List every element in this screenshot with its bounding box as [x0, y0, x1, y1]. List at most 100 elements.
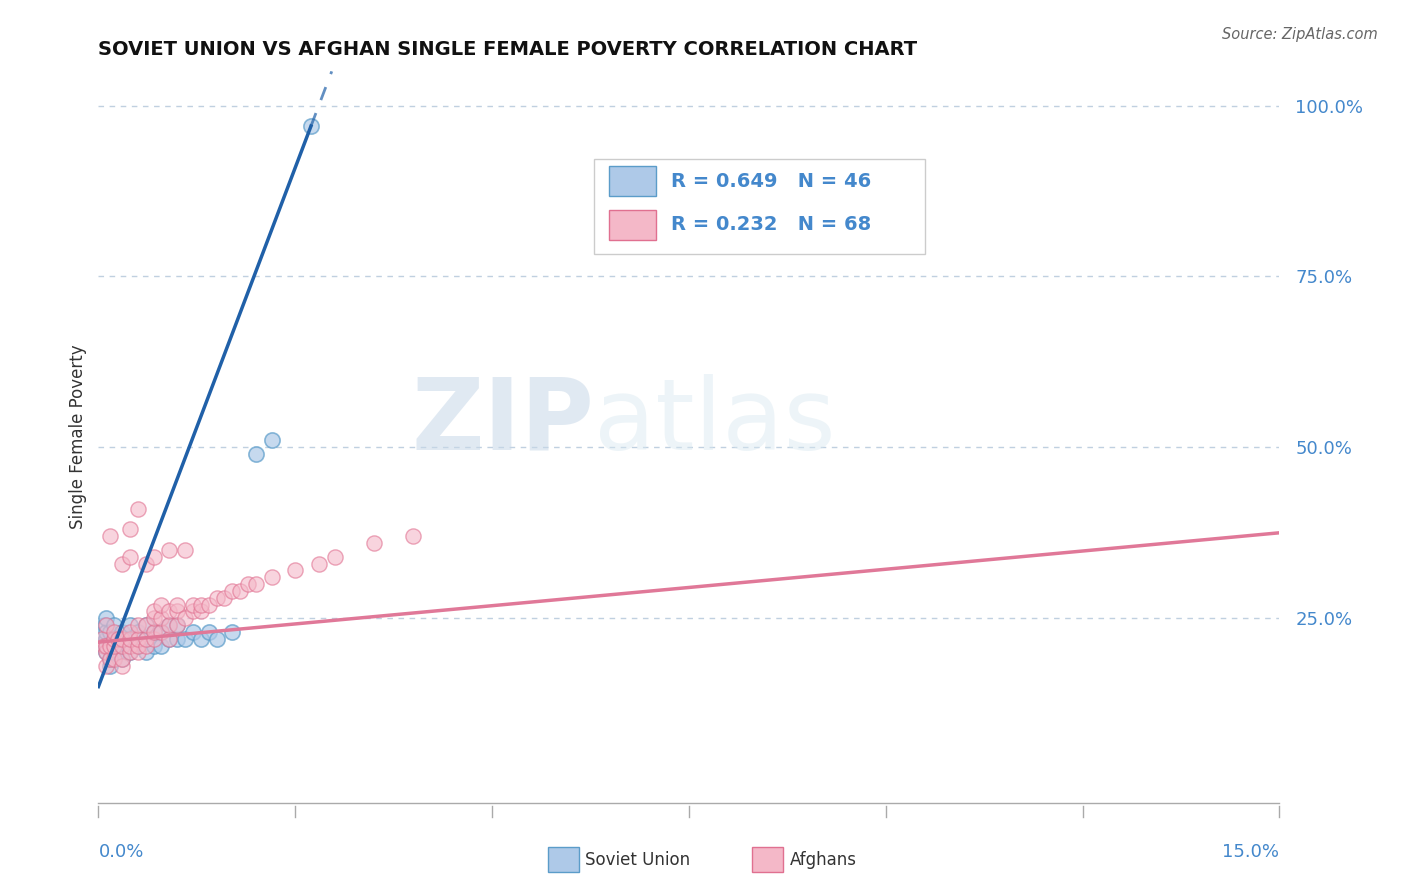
Point — [205, 591, 228, 605]
Text: R = 0.232   N = 68: R = 0.232 N = 68 — [671, 216, 872, 235]
Point — [118, 645, 141, 659]
Point — [111, 639, 134, 653]
Point — [174, 632, 197, 646]
Point — [157, 632, 180, 646]
Point — [118, 639, 141, 653]
Point — [363, 536, 385, 550]
Point — [157, 542, 180, 557]
FancyBboxPatch shape — [595, 159, 925, 254]
Point — [150, 598, 173, 612]
Point — [135, 618, 157, 632]
Point — [299, 119, 322, 133]
Point — [150, 639, 173, 653]
Text: 0.0%: 0.0% — [98, 843, 143, 861]
Text: SOVIET UNION VS AFGHAN SINGLE FEMALE POVERTY CORRELATION CHART: SOVIET UNION VS AFGHAN SINGLE FEMALE POV… — [98, 39, 918, 59]
Point — [103, 645, 125, 659]
Point — [150, 624, 173, 639]
Point — [98, 652, 121, 666]
Text: atlas: atlas — [595, 374, 837, 471]
Point — [127, 501, 149, 516]
Point — [98, 659, 121, 673]
Text: ZIP: ZIP — [412, 374, 595, 471]
Point — [229, 583, 252, 598]
Text: Source: ZipAtlas.com: Source: ZipAtlas.com — [1222, 27, 1378, 42]
Point — [166, 598, 188, 612]
Point — [142, 624, 165, 639]
Point — [118, 624, 141, 639]
Point — [98, 624, 121, 639]
FancyBboxPatch shape — [609, 211, 655, 240]
Point — [111, 652, 134, 666]
Point — [157, 604, 180, 618]
Point — [236, 577, 259, 591]
Point — [96, 611, 118, 625]
Point — [96, 645, 118, 659]
Point — [98, 639, 121, 653]
Point — [111, 659, 134, 673]
Point — [127, 639, 149, 653]
Point — [135, 618, 157, 632]
Point — [157, 632, 180, 646]
Point — [135, 632, 157, 646]
Point — [142, 549, 165, 564]
Point — [142, 632, 165, 646]
Point — [111, 624, 134, 639]
Point — [127, 632, 149, 646]
Point — [181, 598, 204, 612]
Point — [221, 583, 243, 598]
Point — [197, 598, 219, 612]
Point — [103, 624, 125, 639]
Point — [96, 639, 118, 653]
Point — [214, 591, 236, 605]
Point — [166, 604, 188, 618]
Point — [103, 639, 125, 653]
Point — [166, 632, 188, 646]
Point — [103, 632, 125, 646]
Point — [96, 639, 118, 653]
Point — [111, 639, 134, 653]
Point — [142, 624, 165, 639]
Point — [98, 639, 121, 653]
Point — [96, 632, 118, 646]
Point — [118, 549, 141, 564]
Point — [118, 632, 141, 646]
Point — [127, 639, 149, 653]
Point — [150, 611, 173, 625]
Point — [135, 632, 157, 646]
Point — [91, 632, 114, 646]
Point — [181, 624, 204, 639]
Point — [245, 447, 267, 461]
Point — [205, 632, 228, 646]
Point — [135, 557, 157, 571]
Point — [127, 618, 149, 632]
Point — [111, 652, 134, 666]
Point — [157, 618, 180, 632]
Point — [174, 542, 197, 557]
Point — [103, 652, 125, 666]
Point — [118, 522, 141, 536]
Point — [111, 632, 134, 646]
Y-axis label: Single Female Poverty: Single Female Poverty — [69, 345, 87, 529]
Point — [166, 618, 188, 632]
Point — [96, 645, 118, 659]
Point — [118, 618, 141, 632]
Point — [260, 570, 283, 584]
Text: 15.0%: 15.0% — [1222, 843, 1279, 861]
Point — [190, 632, 212, 646]
Point — [94, 632, 117, 646]
Text: Afghans: Afghans — [790, 851, 858, 869]
Point — [142, 604, 165, 618]
Point — [118, 645, 141, 659]
Point — [166, 618, 188, 632]
Point — [197, 624, 219, 639]
Point — [96, 659, 118, 673]
Point — [142, 639, 165, 653]
Point — [135, 645, 157, 659]
Point — [93, 639, 115, 653]
Point — [103, 632, 125, 646]
Point — [96, 624, 118, 639]
Point — [93, 618, 115, 632]
Point — [98, 652, 121, 666]
Point — [402, 529, 425, 543]
Point — [142, 611, 165, 625]
